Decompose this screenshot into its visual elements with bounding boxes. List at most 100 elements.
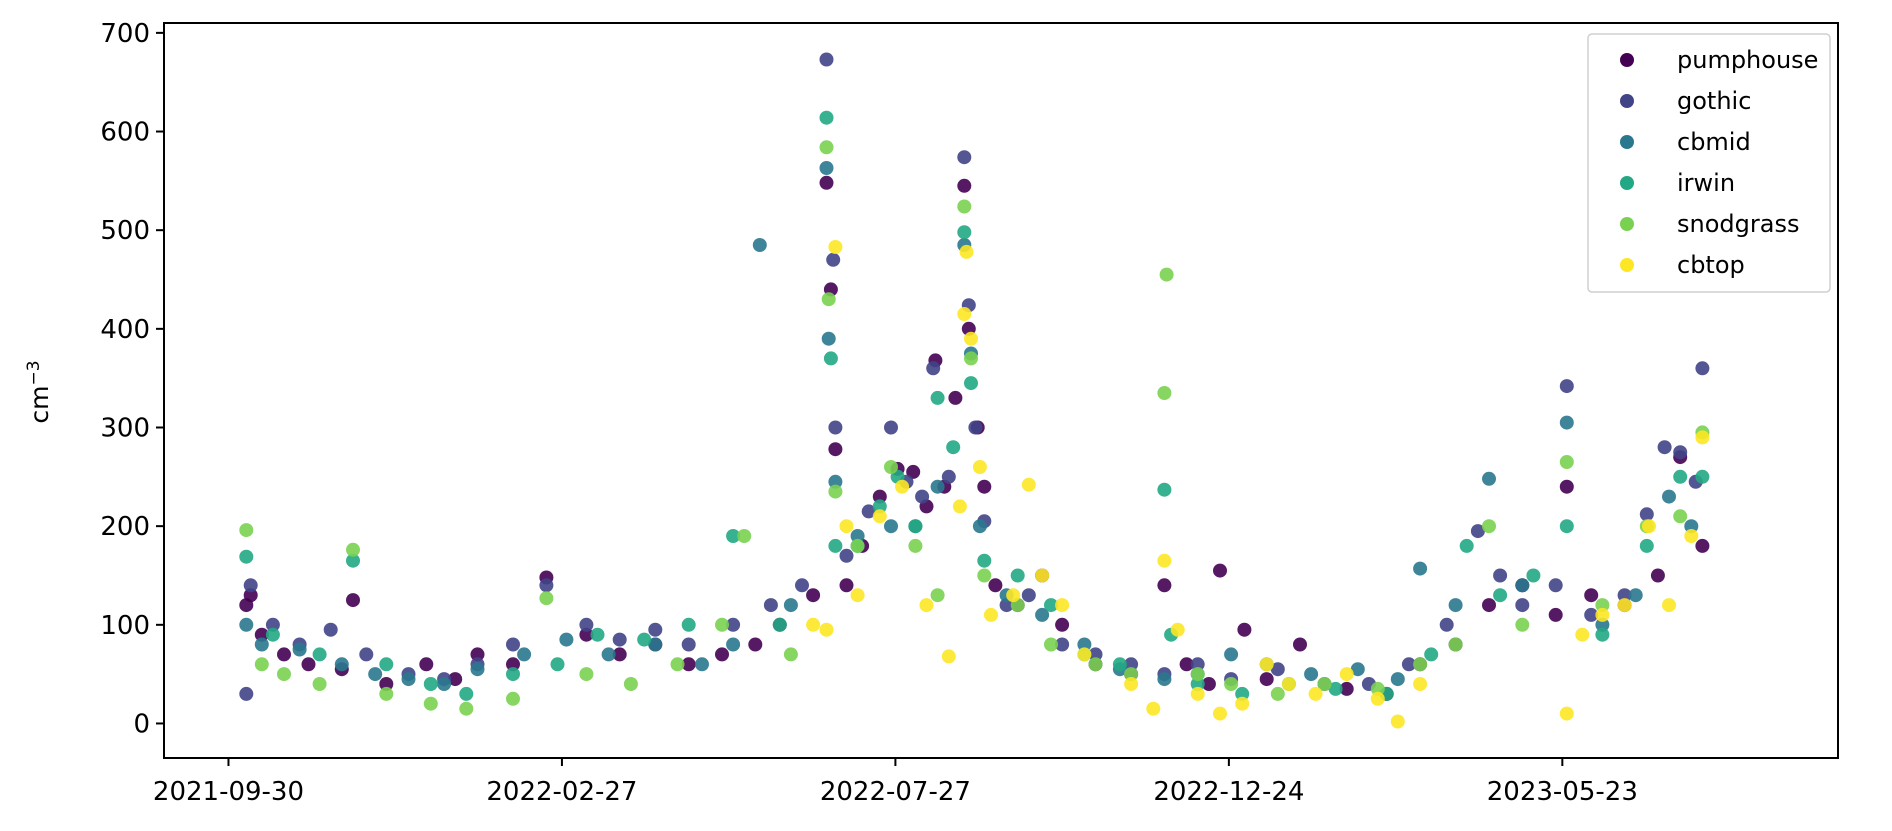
point-snodgrass-12 [670, 657, 685, 672]
point-snodgrass-10 [579, 667, 594, 682]
point-snodgrass-29 [1124, 667, 1139, 682]
point-gothic-38 [1190, 657, 1205, 672]
point-pumphouse-50 [1339, 681, 1354, 696]
point-cbmid-27 [1035, 607, 1050, 622]
point-cbtop-5 [872, 509, 887, 524]
plot-frame [163, 22, 1839, 759]
point-gothic-20 [828, 420, 843, 435]
legend-item-pumphouse: pumphouse [1620, 46, 1818, 74]
y-tick-label-1: 100 [100, 611, 150, 641]
point-irwin-5 [423, 677, 438, 691]
point-irwin-13 [772, 617, 787, 632]
point-cbtop-3 [839, 519, 854, 534]
point-snodgrass-16 [819, 140, 834, 155]
legend-marker-cbmid [1620, 135, 1634, 149]
point-cbmid-16 [819, 161, 834, 175]
point-gothic-1 [243, 578, 258, 593]
y-axis-label: cm−3 [24, 360, 54, 423]
point-cbmid-30 [1157, 672, 1172, 687]
point-cbmid-35 [1350, 662, 1365, 677]
point-cbtop-20 [1124, 677, 1139, 691]
point-snodgrass-23 [957, 199, 972, 214]
point-irwin-41 [1559, 519, 1574, 534]
point-irwin-18 [872, 499, 887, 514]
point-cbmid-4 [368, 667, 383, 682]
point-cbmid-5 [401, 672, 416, 687]
point-gothic-18 [819, 52, 834, 67]
point-pumphouse-4 [301, 657, 316, 672]
point-gothic-49 [1559, 379, 1574, 394]
point-snodgrass-25 [977, 568, 992, 583]
point-gothic-2 [265, 617, 280, 632]
point-pumphouse-1 [243, 588, 258, 603]
legend-box [1587, 33, 1831, 293]
legend-label-pumphouse: pumphouse [1677, 46, 1818, 74]
point-snodgrass-0 [239, 523, 254, 538]
point-cbtop-16 [1021, 477, 1036, 492]
point-pumphouse-37 [988, 578, 1003, 593]
y-tick-label-2: 200 [100, 512, 150, 542]
point-irwin-8 [550, 657, 565, 672]
point-cbtop-8 [941, 649, 956, 664]
point-gothic-11 [579, 617, 594, 632]
x-tick-label-1: 2022-02-27 [486, 777, 637, 807]
point-cbtop-18 [1055, 598, 1070, 613]
point-snodgrass-3 [312, 677, 327, 691]
point-gothic-48 [1548, 578, 1563, 593]
y-axis: 0 100 200 300 400 500 600 700 [100, 19, 164, 739]
point-irwin-37 [1424, 647, 1439, 662]
point-pumphouse-16 [681, 657, 696, 672]
point-pumphouse-56 [1548, 607, 1563, 622]
point-snodgrass-42 [1595, 598, 1610, 613]
point-snodgrass-38 [1448, 637, 1463, 652]
legend-item-gothic: gothic [1620, 87, 1751, 115]
point-cbmid-38 [1448, 598, 1463, 613]
point-irwin-1 [265, 627, 280, 642]
point-cbtop-7 [919, 598, 934, 613]
point-cbtop-34 [1559, 706, 1574, 721]
y-tick-label-7: 700 [100, 19, 150, 49]
point-pumphouse-33 [957, 178, 972, 193]
point-gothic-5 [359, 647, 374, 662]
point-snodgrass-31 [1159, 267, 1174, 282]
point-gothic-36 [1124, 657, 1139, 672]
point-gothic-27 [941, 469, 956, 484]
point-cbtop-29 [1308, 686, 1323, 701]
series-cbtop [806, 240, 1710, 729]
point-irwin-9 [590, 627, 605, 642]
point-cbtop-26 [1235, 696, 1250, 711]
point-pumphouse-58 [1584, 588, 1599, 603]
point-cbtop-1 [819, 622, 834, 637]
point-irwin-32 [1190, 677, 1205, 691]
point-cbmid-15 [783, 598, 798, 613]
point-cbtop-30 [1339, 667, 1354, 682]
y-axis-label-unit: cm [25, 385, 54, 423]
point-gothic-33 [1021, 588, 1036, 603]
point-snodgrass-11 [623, 677, 638, 691]
point-gothic-0 [239, 686, 254, 701]
series-snodgrass [239, 140, 1710, 716]
point-gothic-34 [1055, 637, 1070, 652]
point-cbtop-11 [959, 244, 974, 259]
point-cbmid-36 [1390, 672, 1405, 687]
legend-label-gothic: gothic [1677, 87, 1751, 115]
point-cbtop-31 [1370, 691, 1385, 706]
point-snodgrass-20 [884, 460, 898, 474]
point-pumphouse-36 [977, 479, 992, 494]
point-pumphouse-62 [1695, 538, 1710, 553]
point-snodgrass-21 [908, 538, 923, 553]
point-pumphouse-44 [1179, 657, 1194, 672]
point-pumphouse-6 [346, 593, 360, 608]
point-cbtop-19 [1077, 647, 1092, 662]
y-tick-label-4: 400 [100, 315, 150, 345]
legend-label-cbmid: cbmid [1677, 128, 1751, 156]
point-pumphouse-48 [1259, 672, 1274, 687]
point-gothic-13 [648, 622, 663, 637]
point-cbtop-41 [1695, 430, 1710, 445]
point-cbtop-39 [1662, 598, 1676, 613]
point-cbmid-45 [1684, 519, 1699, 534]
point-irwin-23 [957, 225, 972, 240]
point-irwin-14 [819, 110, 834, 125]
point-irwin-35 [1328, 681, 1343, 696]
